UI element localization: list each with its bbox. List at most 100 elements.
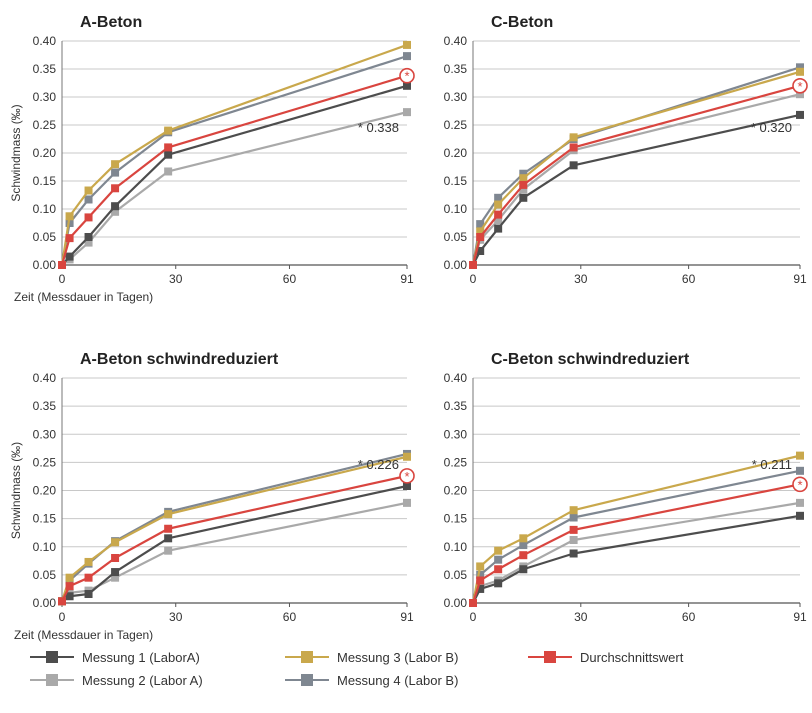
y-tick-label: 0.00 [33, 596, 57, 610]
y-tick-label: 0.10 [444, 202, 468, 216]
data-point [476, 570, 485, 579]
y-tick-label: 0.20 [33, 484, 57, 498]
chart-title: A-Beton [80, 14, 142, 31]
legend-item-m3: Messung 3 (Labor B) [285, 646, 458, 668]
data-point [796, 63, 804, 72]
data-point [58, 597, 66, 606]
series-m4 [58, 449, 411, 606]
data-point [65, 212, 74, 221]
series-m2 [469, 498, 804, 607]
y-tick-label: 0.15 [444, 512, 468, 526]
average-marker [399, 67, 415, 84]
y-axis-label: Schwindmass (‰) [9, 442, 23, 539]
data-point [469, 599, 477, 607]
data-point [796, 498, 804, 507]
data-point [164, 126, 173, 135]
average-marker-star: * [797, 477, 802, 492]
series-avg [58, 471, 411, 606]
x-tick-label: 0 [470, 272, 477, 286]
x-axis-label: Zeit (Messdauer in Tagen) [14, 628, 153, 642]
y-tick-label: 0.10 [33, 202, 57, 216]
y-tick-label: 0.40 [33, 371, 57, 385]
data-point [65, 592, 74, 601]
legend-swatch-m3 [285, 649, 329, 665]
x-tick-label: 91 [400, 272, 414, 286]
annotation-label: * 0.320 [751, 120, 792, 135]
data-point [65, 582, 74, 591]
average-marker [792, 78, 808, 94]
data-point [476, 227, 485, 236]
legend-label-m1: Messung 1 (LaborA) [82, 649, 200, 665]
legend-swatch-m2 [30, 672, 74, 688]
data-point [164, 167, 173, 176]
data-point [519, 185, 528, 194]
data-point [494, 200, 503, 209]
data-point [164, 510, 173, 519]
x-tick-label: 30 [574, 272, 588, 286]
data-point [519, 169, 528, 178]
chart-panel-3: A-Beton schwindreduziert 0.00 0.05 0.10 0.15… [9, 351, 415, 642]
y-tick-label: 0.00 [444, 596, 468, 610]
y-tick-label: 0.10 [444, 540, 468, 554]
x-tick-label: 91 [400, 610, 414, 624]
data-point [84, 238, 93, 247]
x-tick-label: 91 [793, 272, 807, 286]
data-point [58, 261, 66, 269]
data-point [569, 525, 578, 534]
data-point [519, 541, 528, 550]
data-point [84, 195, 93, 204]
data-point [796, 90, 804, 99]
y-tick-label: 0.30 [444, 90, 468, 104]
y-axis-label: Schwindmass (‰) [9, 104, 23, 201]
x-axis-label: Zeit (Messdauer in Tagen) [14, 290, 153, 304]
legend-item-m1: Messung 1 (LaborA) [30, 646, 200, 668]
y-tick-label: 0.25 [33, 118, 57, 132]
y-tick-label: 0.30 [33, 427, 57, 441]
chart-title: C-Beton [491, 14, 553, 31]
y-tick-label: 0.10 [33, 540, 57, 554]
data-point [796, 451, 804, 460]
legend-item-m4: Messung 4 (Labor B) [285, 669, 458, 691]
data-point [569, 513, 578, 522]
data-point [569, 549, 578, 558]
y-tick-label: 0.15 [444, 174, 468, 188]
data-point [569, 506, 578, 515]
y-tick-label: 0.30 [33, 90, 57, 104]
data-point [494, 555, 503, 564]
legend-swatch-m1 [30, 649, 74, 665]
series-m1 [469, 511, 804, 607]
data-point [494, 216, 503, 225]
data-point [519, 551, 528, 560]
y-tick-label: 0.40 [444, 371, 468, 385]
data-point [84, 213, 93, 222]
data-point [403, 81, 411, 90]
y-tick-label: 0.05 [444, 230, 468, 244]
annotation-label: * 0.211 [752, 457, 792, 472]
data-point [476, 220, 485, 229]
data-point [403, 498, 411, 507]
data-point [111, 160, 120, 169]
x-tick-label: 30 [169, 610, 183, 624]
average-marker [399, 468, 415, 484]
y-tick-label: 0.00 [444, 258, 468, 272]
data-point [476, 576, 485, 585]
series-line [471, 70, 801, 266]
data-point [403, 40, 411, 49]
data-point [519, 565, 528, 574]
chart-panel-1: A-Beton 0.00 0.05 0.10 0.15 0.20 0.25 0.30 0.35 0… [9, 14, 415, 304]
y-tick-label: 0.20 [444, 146, 468, 160]
data-point [65, 573, 74, 582]
data-point [164, 150, 173, 159]
data-point [84, 573, 93, 582]
y-tick-label: 0.35 [33, 62, 57, 76]
y-tick-label: 0.05 [444, 568, 468, 582]
x-tick-label: 0 [59, 272, 66, 286]
data-point [519, 193, 528, 202]
x-tick-label: 60 [682, 610, 696, 624]
data-point [519, 180, 528, 189]
legend-swatch-m4 [285, 672, 329, 688]
data-point [164, 524, 173, 533]
data-point [403, 108, 411, 117]
annotation-label: * 0.338 [358, 120, 399, 135]
